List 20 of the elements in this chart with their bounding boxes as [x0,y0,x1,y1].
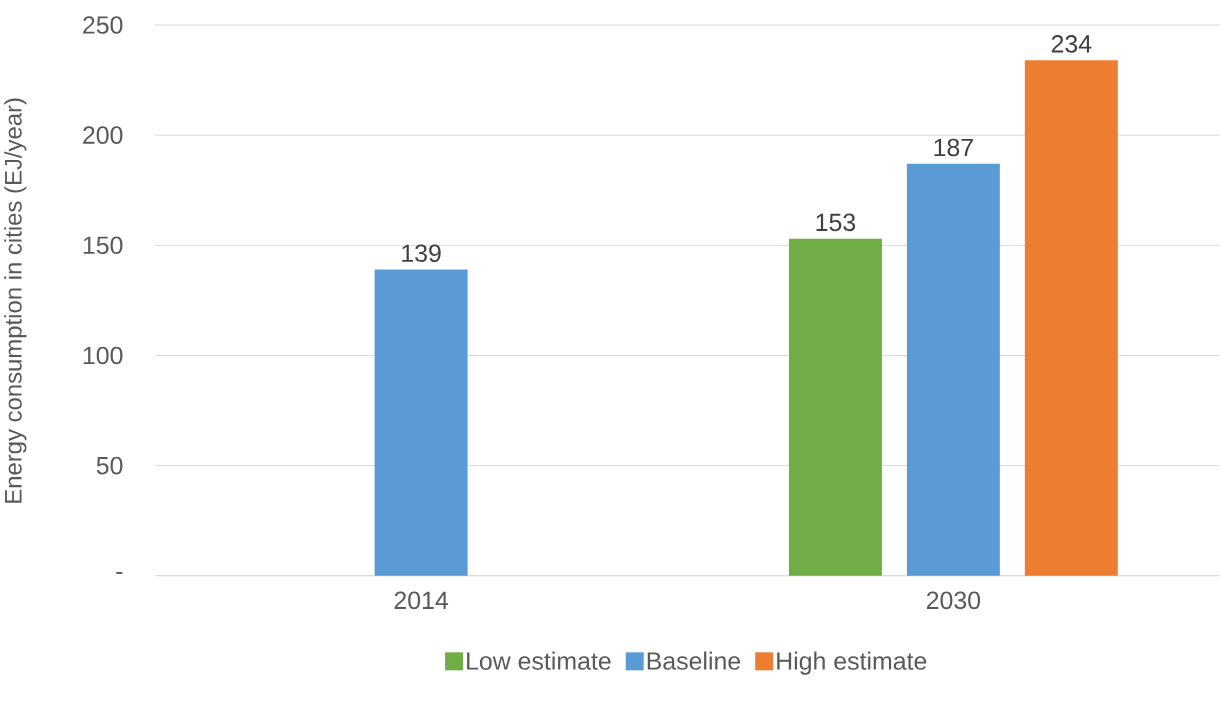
y-tick-label: 250 [83,16,123,34]
legend-label: High estimate [777,651,927,675]
bar [1024,60,1118,576]
y-tick-label: 200 [83,126,123,145]
y-axis-title: Energy consumption in cities (EJ/year) [4,98,27,503]
bar [374,269,468,576]
y-tick-label: 50 [96,456,123,475]
x-tick-label: 2030 [926,591,981,610]
x-tick-label: 2014 [394,591,449,610]
data-label: 234 [1051,35,1092,53]
y-tick-label: 150 [83,236,123,255]
bar [906,163,1000,576]
data-label: 139 [402,244,441,263]
data-label: 187 [934,138,973,157]
bar [788,238,882,576]
legend-label: Low estimate [467,651,611,670]
y-tick-label: 100 [83,346,123,365]
data-label: 153 [816,213,856,232]
y-tick-label: - [116,572,123,575]
legend-label: Baseline [647,651,741,670]
